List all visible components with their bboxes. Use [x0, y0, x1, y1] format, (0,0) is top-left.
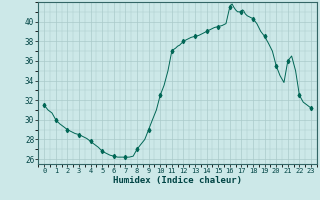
X-axis label: Humidex (Indice chaleur): Humidex (Indice chaleur): [113, 176, 242, 185]
